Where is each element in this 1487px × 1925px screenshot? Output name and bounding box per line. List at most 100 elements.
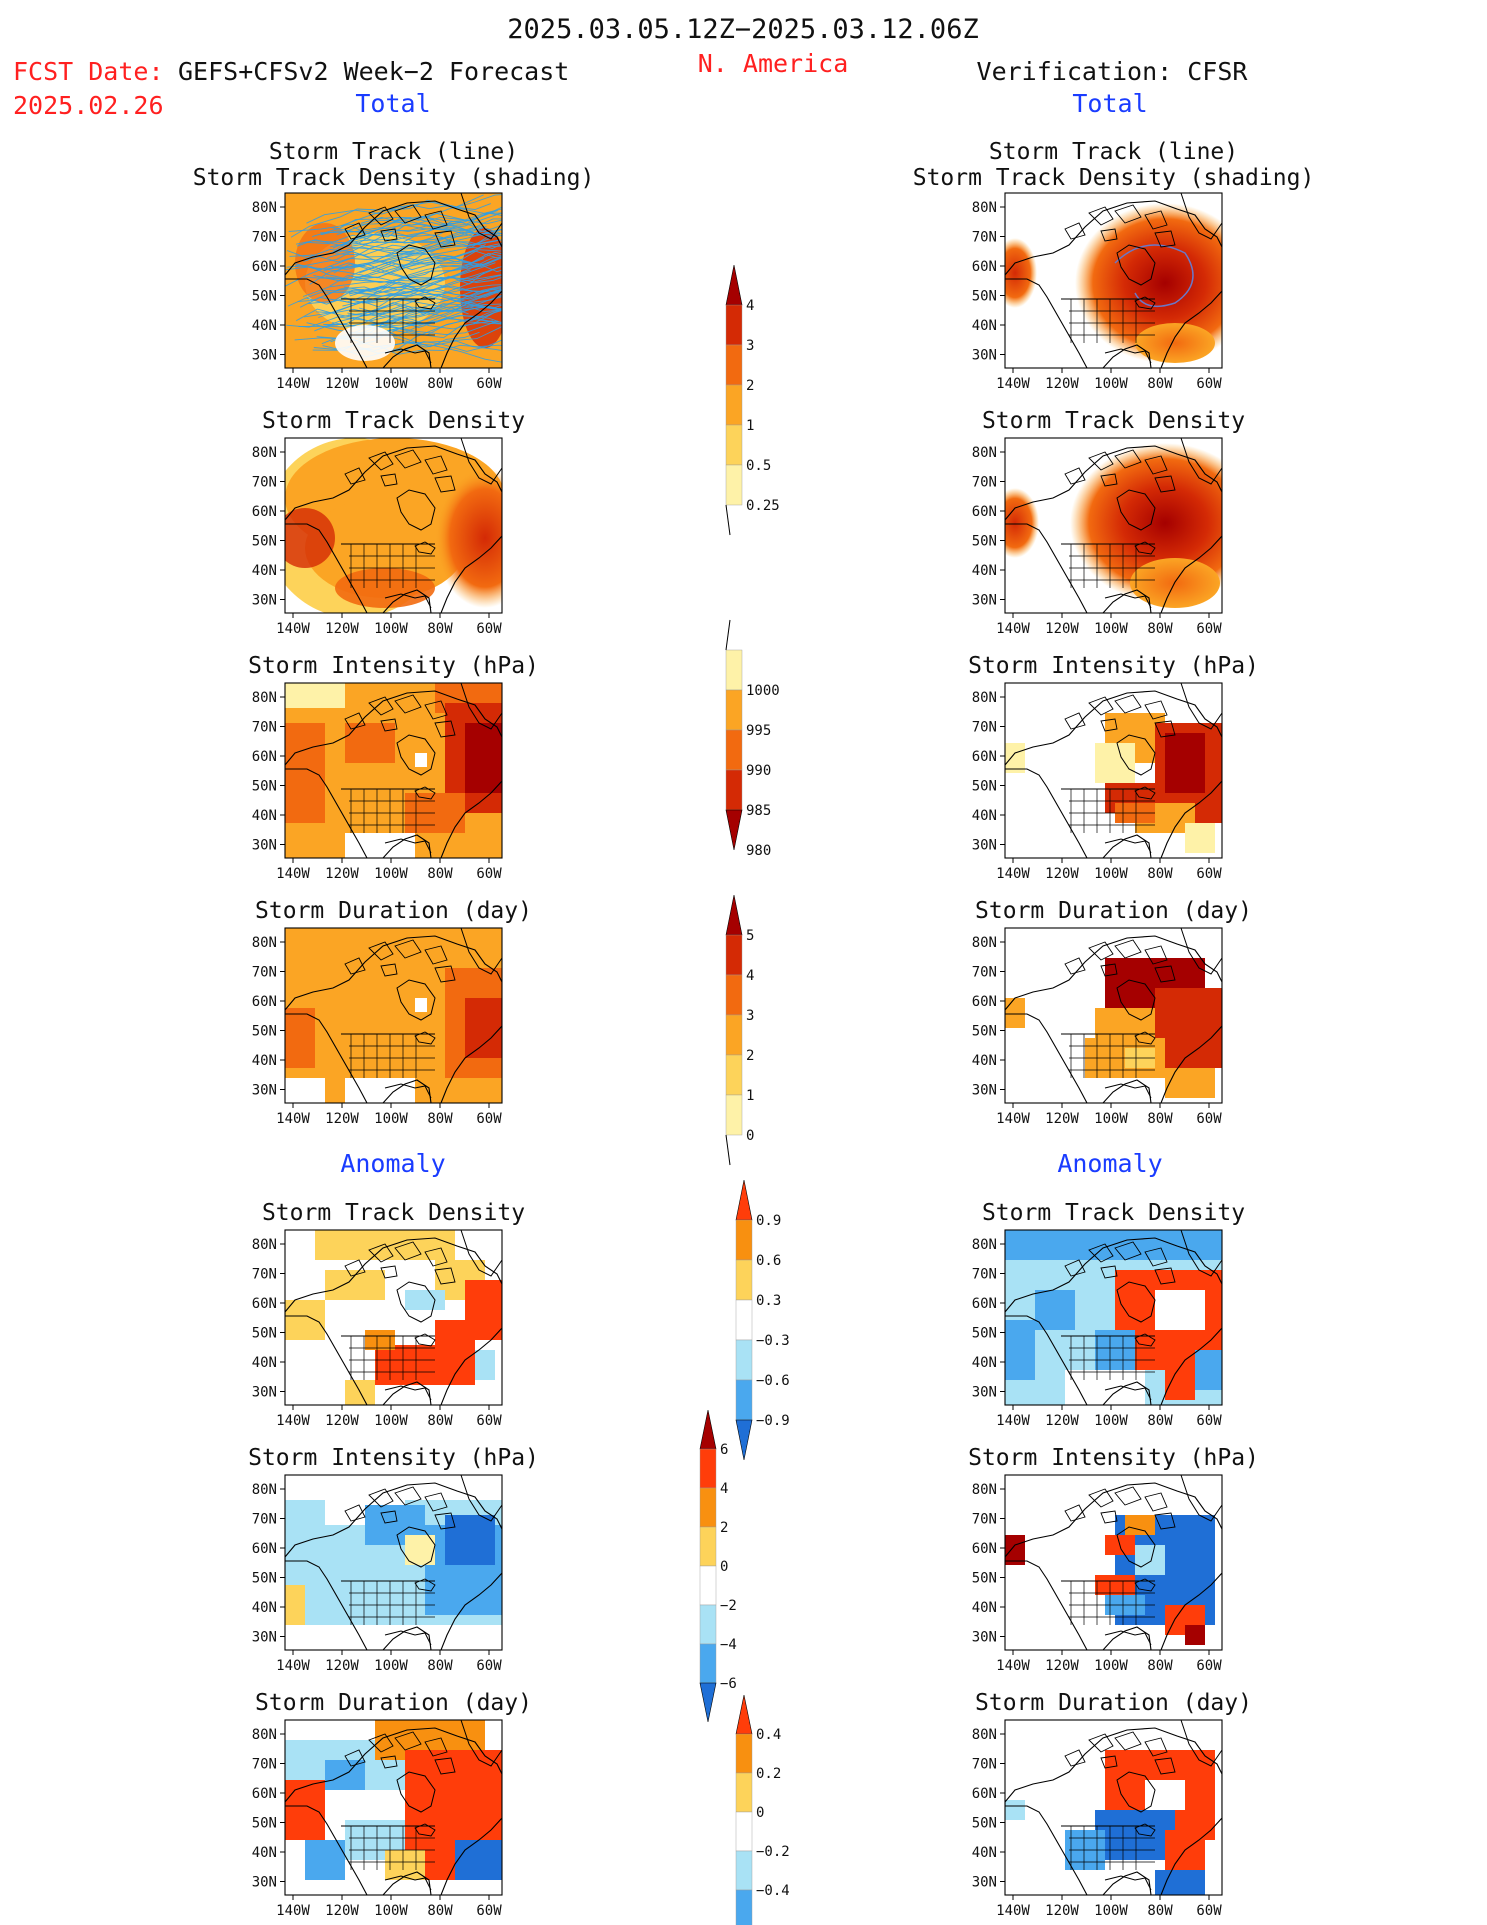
panel-title: Storm Intensity (hPa) — [248, 1445, 539, 1471]
colorbar-label: 1000 — [746, 683, 780, 699]
lat-tick-label: 40N — [972, 1600, 997, 1616]
panel-title: Storm Duration (day) — [975, 1690, 1252, 1716]
lon-tick-label: 80W — [427, 621, 453, 637]
lon-tick-label: 140W — [276, 1903, 310, 1919]
lon-tick-label: 140W — [996, 1903, 1030, 1919]
lat-tick-label: 70N — [252, 720, 277, 736]
lon-tick-label: 100W — [374, 1111, 408, 1127]
lon-tick-label: 80W — [427, 1111, 453, 1127]
lat-tick-label: 50N — [972, 1024, 997, 1040]
lat-tick-label: 30N — [252, 1630, 277, 1646]
lat-tick-label: 40N — [972, 1355, 997, 1371]
lat-tick-label: 80N — [252, 1727, 277, 1743]
lon-tick-label: 140W — [276, 621, 310, 637]
colorbar-label: 995 — [746, 723, 771, 739]
verification-label: Verification: CFSR — [977, 57, 1249, 86]
verif-anom-duration-panel: Storm Duration (day) 80N 70N 60N 50N 40N 30N 14… — [972, 1690, 1252, 1919]
lon-tick-label: 80W — [1147, 621, 1173, 637]
panel-title: Storm Intensity (hPa) — [968, 1445, 1259, 1471]
lon-tick-label: 120W — [325, 621, 359, 637]
section-total-left: Total — [355, 89, 430, 118]
lon-tick-label: 80W — [1147, 1903, 1173, 1919]
lat-tick-label: 30N — [252, 348, 277, 364]
lon-tick-label: 100W — [374, 1413, 408, 1429]
lat-tick-label: 70N — [972, 720, 997, 736]
colorbar-label: 6 — [720, 1442, 728, 1458]
lon-tick-label: 80W — [427, 1413, 453, 1429]
lon-tick-label: 100W — [1094, 866, 1128, 882]
lat-tick-label: 70N — [252, 475, 277, 491]
lon-tick-label: 120W — [1045, 376, 1079, 392]
panel-title: Storm Duration (day) — [255, 1690, 532, 1716]
lat-tick-label: 40N — [972, 318, 997, 334]
lon-tick-label: 80W — [1147, 1658, 1173, 1674]
lat-tick-label: 50N — [252, 1816, 277, 1832]
lat-tick-label: 60N — [972, 259, 997, 275]
colorbar-label: 985 — [746, 803, 771, 819]
lat-tick-label: 60N — [252, 749, 277, 765]
panel-subtitle: Storm Track Density (shading) — [193, 165, 595, 191]
lon-tick-label: 140W — [996, 1111, 1030, 1127]
lat-tick-label: 30N — [972, 1630, 997, 1646]
lon-tick-label: 80W — [427, 1658, 453, 1674]
fcst-track-density-panel: Storm Track Density 80N 70N 60N 50N 40N 30N 140… — [252, 408, 525, 637]
lon-tick-label: 100W — [1094, 376, 1128, 392]
lon-tick-label: 100W — [374, 1658, 408, 1674]
lat-tick-label: 80N — [972, 935, 997, 951]
colorbar-label: 0 — [756, 1805, 764, 1821]
lat-tick-label: 40N — [972, 1053, 997, 1069]
fcst-date-value: 2025.02.26 — [13, 91, 164, 120]
panel-title: Storm Track Density — [262, 408, 525, 434]
colorbar-label: 0.3 — [756, 1293, 781, 1309]
lat-tick-label: 60N — [972, 994, 997, 1010]
verif-duration-panel: Storm Duration (day) 80N 70N 60N 50N 40N 30N 14… — [972, 898, 1252, 1127]
lat-tick-label: 80N — [252, 935, 277, 951]
colorbar-label: 4 — [746, 968, 754, 984]
lon-tick-label: 100W — [1094, 1413, 1128, 1429]
colorbar-label: 2 — [746, 378, 754, 394]
lon-tick-label: 80W — [427, 376, 453, 392]
lon-tick-label: 140W — [276, 866, 310, 882]
colorbar-label: 0 — [746, 1128, 754, 1144]
panel-subtitle: Storm Track Density (shading) — [913, 165, 1315, 191]
lat-tick-label: 40N — [252, 1355, 277, 1371]
lat-tick-label: 40N — [252, 1845, 277, 1861]
lon-tick-label: 60W — [1196, 376, 1222, 392]
lat-tick-label: 80N — [252, 445, 277, 461]
colorbar-anom-density: 0.9 0.6 0.3 −0.3 −0.6 −0.9 — [735, 1179, 790, 1461]
lat-tick-label: 60N — [972, 1296, 997, 1312]
colorbar-label: −0.2 — [756, 1844, 790, 1860]
lon-tick-label: 100W — [374, 621, 408, 637]
region-label: N. America — [698, 49, 849, 78]
panel-title: Storm Track (line) — [989, 139, 1238, 165]
lat-tick-label: 30N — [252, 1875, 277, 1891]
panel-title: Storm Track (line) — [269, 139, 518, 165]
lon-tick-label: 100W — [1094, 1658, 1128, 1674]
lat-tick-label: 80N — [972, 445, 997, 461]
lat-tick-label: 40N — [972, 1845, 997, 1861]
lon-tick-label: 80W — [1147, 1413, 1173, 1429]
colorbar-label: 3 — [746, 1008, 754, 1024]
colorbar-label: −0.6 — [756, 1373, 790, 1389]
lat-tick-label: 30N — [972, 348, 997, 364]
lon-tick-label: 60W — [1196, 621, 1222, 637]
colorbar-label: 1 — [746, 418, 754, 434]
colorbar-label: −6 — [720, 1676, 737, 1692]
lat-tick-label: 80N — [252, 200, 277, 216]
lat-tick-label: 60N — [972, 1541, 997, 1557]
lon-tick-label: 60W — [476, 621, 502, 637]
lat-tick-label: 60N — [972, 504, 997, 520]
lat-tick-label: 70N — [972, 1512, 997, 1528]
verif-intensity-panel: Storm Intensity (hPa) 80N 70N 60N 50N 40N 30N 1… — [968, 653, 1259, 882]
lon-tick-label: 120W — [1045, 866, 1079, 882]
lat-tick-label: 70N — [972, 1757, 997, 1773]
lon-tick-label: 60W — [476, 866, 502, 882]
lat-tick-label: 70N — [252, 230, 277, 246]
lon-tick-label: 120W — [325, 1658, 359, 1674]
colorbar-label: 3 — [746, 338, 754, 354]
colorbar-anom-duration: 0.4 0.2 0 −0.2 −0.4 — [735, 1694, 790, 1925]
lon-tick-label: 60W — [1196, 1111, 1222, 1127]
panel-title: Storm Intensity (hPa) — [968, 653, 1259, 679]
lon-tick-label: 100W — [1094, 1111, 1128, 1127]
